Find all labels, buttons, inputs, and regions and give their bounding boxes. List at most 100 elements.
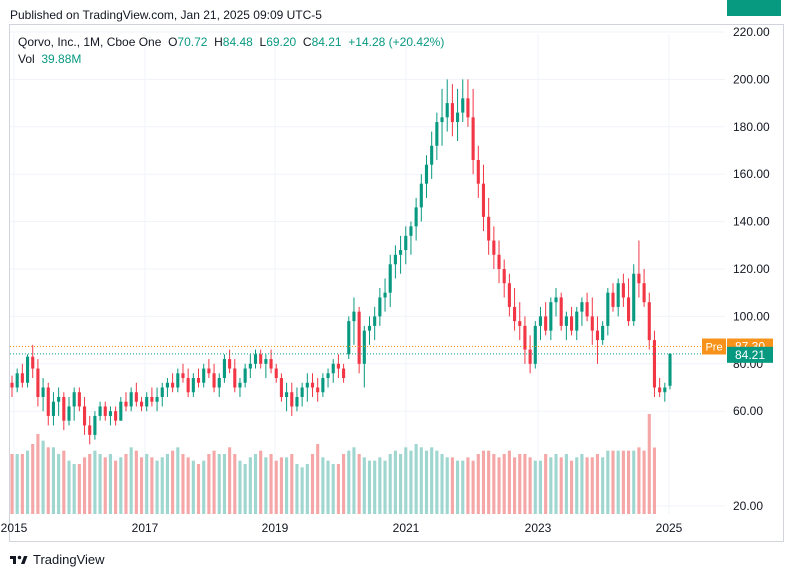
candle-body (62, 396, 66, 421)
volume-row: Vol 39.88M (18, 51, 444, 68)
volume-badge (727, 0, 781, 16)
volume-bar (10, 454, 14, 514)
y-tick-label: 20.00 (733, 499, 763, 513)
volume-bar (461, 460, 465, 514)
candle-body (456, 112, 460, 123)
volume-bar (279, 457, 283, 514)
volume-value: 39.88M (41, 52, 82, 66)
candle-body (233, 368, 237, 388)
volume-bar (435, 450, 439, 514)
pre-label-badge (702, 338, 726, 355)
candle-body (124, 401, 128, 407)
candle-body (663, 387, 667, 393)
chart-legend: Qorvo, Inc., 1M, Cboe One O70.72 H84.48 … (18, 34, 444, 68)
candle-body (409, 226, 413, 236)
y-tick-label: 180.00 (733, 120, 770, 134)
volume-bar (502, 454, 506, 514)
candle-body (114, 411, 118, 421)
volume-bar (549, 457, 553, 514)
volume-bar (233, 454, 237, 514)
ohlc-row: Qorvo, Inc., 1M, Cboe One O70.72 H84.48 … (18, 34, 444, 51)
candle-body (564, 316, 568, 326)
candle-body (466, 98, 470, 118)
candle-body (388, 264, 392, 293)
price-axis: 220.00 200.00 180.00 160.00 140.00 120.00 100.… (733, 25, 770, 513)
candle-body (228, 359, 232, 369)
candle-body (580, 302, 584, 312)
brand-name: TradingView (33, 552, 105, 567)
volume-bar (647, 414, 651, 514)
candle-body (404, 235, 408, 251)
candle-body (611, 292, 615, 307)
candle-body (606, 292, 610, 326)
y-tick-label: 120.00 (733, 262, 770, 276)
candle-body (77, 392, 81, 407)
candle-body (632, 273, 636, 322)
volume-bar (31, 444, 35, 514)
volume-bar (367, 460, 372, 514)
volume-bar (51, 447, 56, 514)
candle-body (445, 103, 449, 118)
volume-bar (507, 450, 511, 514)
candle-body (554, 297, 558, 303)
candle-body (186, 378, 190, 393)
volume-bar (575, 457, 579, 514)
volume-bar (46, 447, 50, 514)
price-lines (10, 345, 726, 355)
y-tick-label: 100.00 (733, 309, 770, 323)
candle-body (300, 387, 304, 397)
candle-body (316, 387, 320, 393)
volume-bar (321, 457, 325, 514)
grid-lines (10, 31, 725, 514)
volume-bar (621, 450, 625, 514)
volume-bar (305, 464, 309, 514)
candle-body (652, 340, 657, 388)
volume-bar (181, 454, 185, 514)
volume-bar (570, 460, 574, 514)
candle-body (82, 406, 87, 426)
last-price-badge (727, 346, 773, 363)
volume-bar (150, 457, 154, 514)
candle-body (626, 297, 631, 322)
volume-bar (533, 460, 537, 514)
volume-bar (67, 460, 71, 514)
candle-body (590, 316, 594, 331)
volume-bar (228, 447, 232, 514)
volume-badge-text: 39.88M (734, 0, 774, 3)
volume-bar (62, 450, 66, 514)
volume-bar (626, 450, 631, 514)
volume-bar (637, 447, 641, 514)
volume-bar (564, 454, 568, 514)
candle-body (264, 359, 268, 364)
volume-bar (445, 457, 449, 514)
volume-bar (222, 454, 226, 514)
candle-body (103, 406, 107, 416)
candle-body (285, 392, 289, 397)
candle-body (243, 368, 247, 383)
x-tick-label: 2015 (1, 521, 28, 535)
candle-body (647, 302, 651, 341)
volume-bar (497, 457, 501, 514)
candle-body (191, 378, 195, 393)
candle-body (476, 159, 480, 184)
x-tick-label: 2017 (132, 521, 159, 535)
close-value: 84.21 (311, 35, 342, 49)
candle-body (41, 387, 45, 397)
candle-body (399, 250, 403, 255)
candle-body (637, 273, 641, 284)
published-caption: Published on TradingView.com, Jan 21, 20… (10, 8, 322, 22)
volume-bar (88, 454, 92, 514)
candle-body (290, 392, 294, 407)
volume-bar (544, 454, 548, 514)
volume-bar (383, 460, 387, 514)
volume-bar (41, 440, 45, 514)
open-value: 70.72 (177, 35, 208, 49)
volume-bar (601, 457, 605, 514)
volume-bar (108, 454, 112, 514)
candle-body (269, 359, 273, 369)
candle-body (171, 382, 175, 388)
y-tick-label: 220.00 (733, 25, 770, 39)
candle-body (108, 411, 112, 416)
tradingview-brand[interactable]: TradingView (10, 552, 105, 567)
